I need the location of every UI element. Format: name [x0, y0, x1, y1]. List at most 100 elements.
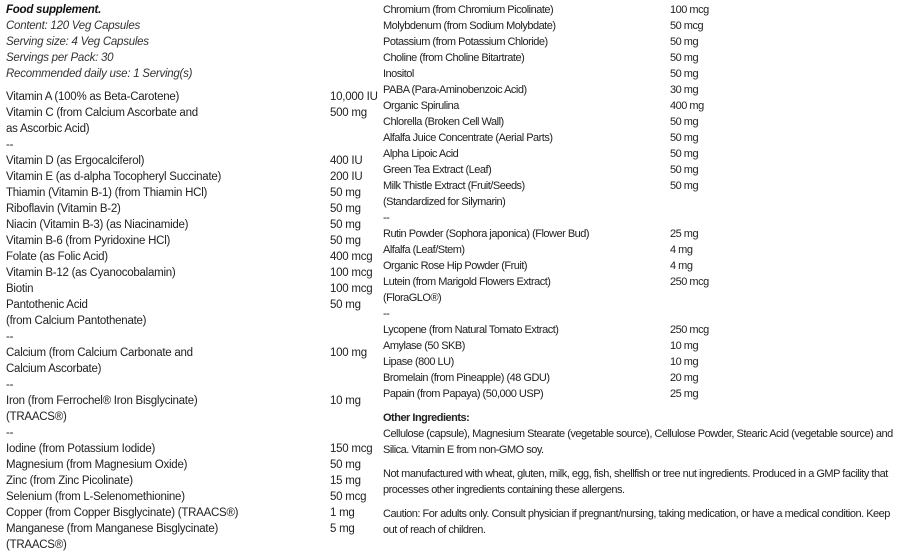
nutrient-amount: 10 mg: [670, 340, 699, 352]
nutrient-name: --: [6, 379, 14, 391]
nutrient-row: Inositol 50 mg: [383, 66, 898, 82]
nutrient-row: Vitamin B-12 (as Cyanocobalamin) 100 mcg: [6, 265, 376, 281]
nutrient-amount: 400 mg: [670, 100, 704, 112]
nutrient-row: Molybdenum (from Sodium Molybdate) 50 mcg: [383, 18, 898, 34]
nutrient-name: Rutin Powder (Sophora japonica) (Flower …: [383, 228, 590, 240]
nutrient-row: Amylase (50 SKB) 10 mg: [383, 338, 898, 354]
nutrient-row: Niacin (Vitamin B-3) (as Niacinamide) 50 …: [6, 217, 376, 233]
nutrient-row: Alpha Lipoic Acid 50 mg: [383, 146, 898, 162]
nutrient-name: (TRAACS®): [6, 539, 67, 551]
nutrient-name: --: [383, 308, 390, 320]
nutrient-name: PABA (Para-Aminobenzoic Acid): [383, 84, 527, 96]
nutrient-amount: 100 mcg: [330, 267, 373, 279]
nutrient-amount: 50 mg: [330, 299, 361, 311]
header-line: Content: 120 Veg Capsules: [6, 20, 140, 32]
nutrient-amount: 10,000 IU: [330, 91, 378, 103]
nutrient-name: Alfalfa (Leaf/Stem): [383, 244, 465, 256]
nutrient-amount: 50 mg: [330, 219, 361, 231]
nutrient-row: Vitamin D (as Ergocalciferol) 400 IU: [6, 153, 376, 169]
header-title: Food supplement.: [6, 4, 102, 16]
nutrient-row: Magnesium (from Magnesium Oxide) 50 mg: [6, 457, 376, 473]
nutrient-name: Potassium (from Potassium Chloride): [383, 36, 548, 48]
nutrient-amount: 50 mg: [670, 148, 699, 160]
nutrient-row: Pantothenic Acid (from Calcium Pantothena…: [6, 297, 376, 329]
nutrient-name: (from Calcium Pantothenate): [6, 315, 147, 327]
nutrient-name: Lycopene (from Natural Tomato Extract): [383, 324, 559, 336]
nutrient-name: Vitamin A (100% as Beta-Carotene): [6, 91, 180, 103]
nutrient-name: Bromelain (from Pineapple) (48 GDU): [383, 372, 550, 384]
nutrient-row: Vitamin A (100% as Beta-Carotene) 10,000 …: [6, 89, 378, 105]
nutrient-row: Choline (from Choline Bitartrate) 50 mg: [383, 50, 898, 66]
other-ingredients-title: Other Ingredients:: [383, 412, 470, 424]
nutrient-name: Green Tea Extract (Leaf): [383, 164, 492, 176]
nutrient-amount: 30 mg: [670, 84, 699, 96]
nutrient-amount: 100 mcg: [330, 283, 373, 295]
nutrient-row: PABA (Para-Aminobenzoic Acid) 30 mg: [383, 82, 898, 98]
nutrient-amount: 50 mg: [670, 132, 699, 144]
nutrient-amount: 500 mg: [330, 107, 367, 119]
nutrient-name: (Standardized for Silymarin): [383, 196, 506, 208]
header-line: Servings per Pack: 30: [6, 52, 114, 64]
nutrient-amount: 50 mg: [670, 164, 699, 176]
nutrient-name: Organic Spirulina: [383, 100, 459, 112]
nutrient-name: Manganese (from Manganese Bisglycinate): [6, 523, 219, 535]
nutrient-row: Folate (as Folic Acid) 400 mcg: [6, 249, 376, 265]
nutrient-row: Biotin 100 mcg: [6, 281, 376, 297]
nutrient-row: Calcium (from Calcium Carbonate and Calci…: [6, 345, 376, 377]
nutrient-row: Lutein (from Marigold Flowers Extract) (F…: [383, 274, 898, 306]
nutrient-row: Bromelain (from Pineapple) (48 GDU) 20 mg: [383, 370, 898, 386]
nutrient-name: Chlorella (Broken Cell Wall): [383, 116, 504, 128]
nutrient-table-left: Vitamin A (100% as Beta-Carotene) 10,000 …: [6, 89, 378, 553]
nutrient-row: Chromium (from Chromium Picolinate) 100 m…: [383, 2, 898, 18]
nutrient-name: Lutein (from Marigold Flowers Extract): [383, 276, 551, 288]
nutrient-name: Vitamin B-12 (as Cyanocobalamin): [6, 267, 176, 279]
nutrient-row: Vitamin B-6 (from Pyridoxine HCl) 50 mg: [6, 233, 376, 249]
nutrient-amount: 100 mg: [330, 347, 367, 359]
nutrient-name: Iron (from Ferrochel® Iron Bisglycinate): [6, 395, 198, 407]
nutrient-name: Calcium (from Calcium Carbonate and: [6, 347, 193, 359]
nutrient-amount: 50 mg: [330, 235, 361, 247]
nutrient-name: --: [6, 139, 14, 151]
nutrient-name: Vitamin B-6 (from Pyridoxine HCl): [6, 235, 171, 247]
nutrient-row: Milk Thistle Extract (Fruit/Seeds) (Stand…: [383, 178, 898, 210]
nutrient-row: Organic Rose Hip Powder (Fruit) 4 mg: [383, 258, 898, 274]
nutrient-name: --: [6, 427, 14, 439]
nutrient-row: Lipase (800 LU) 10 mg: [383, 354, 898, 370]
nutrient-amount: 100 mcg: [670, 4, 709, 16]
nutrient-row: Vitamin C (from Calcium Ascorbate and as …: [6, 105, 376, 137]
left-column: Food supplement. Content: 120 Veg Capsul…: [6, 2, 378, 553]
nutrient-name: Riboflavin (Vitamin B-2): [6, 203, 121, 215]
nutrient-name: Vitamin C (from Calcium Ascorbate and: [6, 107, 198, 119]
nutrient-name: as Ascorbic Acid): [6, 123, 90, 135]
separator: --: [6, 329, 376, 345]
nutrient-amount: 50 mcg: [670, 20, 704, 32]
separator: --: [6, 137, 376, 153]
nutrient-name: Papain (from Papaya) (50,000 USP): [383, 388, 544, 400]
header-line: Recommended daily use: 1 Serving(s): [6, 68, 193, 80]
separator: --: [383, 306, 898, 322]
nutrient-name: Milk Thistle Extract (Fruit/Seeds): [383, 180, 525, 192]
nutrient-name: Lipase (800 LU): [383, 356, 454, 368]
nutrient-name: Vitamin D (as Ergocalciferol): [6, 155, 145, 167]
nutrient-row: Potassium (from Potassium Chloride) 50 mg: [383, 34, 898, 50]
separator: --: [6, 425, 376, 441]
nutrient-row: Alfalfa (Leaf/Stem) 4 mg: [383, 242, 898, 258]
nutrient-amount: 50 mg: [330, 459, 361, 471]
nutrient-amount: 50 mg: [670, 36, 699, 48]
nutrient-name: Magnesium (from Magnesium Oxide): [6, 459, 188, 471]
nutrient-name: Copper (from Copper Bisglycinate) (TRAAC…: [6, 507, 239, 519]
nutrient-amount: 150 mcg: [330, 443, 373, 455]
nutrient-name: Pantothenic Acid: [6, 299, 88, 311]
paragraph: Caution: For adults only. Consult physic…: [383, 508, 890, 536]
nutrient-row: Selenium (from L-Selenomethionine) 50 mcg: [6, 489, 376, 505]
paragraph: Cellulose (capsule), Magnesium Stearate …: [383, 428, 893, 456]
right-column: Chromium (from Chromium Picolinate) 100 m…: [383, 2, 898, 538]
nutrient-name: Folate (as Folic Acid): [6, 251, 108, 263]
nutrient-amount: 4 mg: [670, 244, 693, 256]
other-ingredients-text: Cellulose (capsule), Magnesium Stearate …: [383, 426, 898, 538]
nutrient-row: Zinc (from Zinc Picolinate) 15 mg: [6, 473, 376, 489]
nutrient-name: --: [6, 331, 14, 343]
nutrient-row: Manganese (from Manganese Bisglycinate) (…: [6, 521, 376, 553]
nutrient-name: Biotin: [6, 283, 34, 295]
header-info: Content: 120 Veg Capsules Serving size: 4…: [6, 18, 376, 82]
